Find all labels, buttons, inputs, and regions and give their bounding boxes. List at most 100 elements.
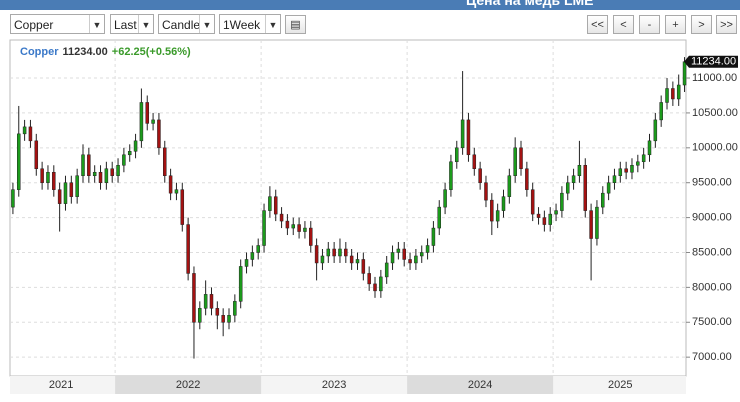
candle-body: [262, 210, 266, 246]
candle-body: [75, 175, 79, 197]
y-tick-label: 7500.00: [692, 316, 732, 328]
candle-body: [361, 259, 366, 274]
chart-style: Candle: [162, 18, 201, 32]
candle-body: [215, 308, 220, 316]
candle-body: [630, 165, 634, 173]
candle-body: [52, 171, 56, 190]
candle-body: [501, 196, 506, 211]
candle-body: [536, 213, 541, 218]
candle-body: [659, 102, 663, 121]
dropdown-arrow: ▼: [89, 15, 104, 33]
candle-body: [606, 182, 611, 194]
candle-body: [180, 189, 185, 225]
y-tick-label: 7000.00: [692, 351, 732, 363]
quote-line: Copper 11234.00 +62.25(+0.56%): [20, 46, 191, 58]
candle-body: [221, 315, 225, 323]
candle-body: [122, 154, 126, 166]
candle-body: [431, 227, 436, 246]
year-band: [115, 376, 262, 394]
candle-body: [98, 171, 103, 183]
x-tick-label: 2021: [49, 379, 73, 391]
candle-body: [11, 189, 15, 208]
candle-body: [519, 147, 523, 169]
candle-body: [151, 119, 155, 124]
candle-body: [28, 126, 33, 142]
candle-body: [402, 248, 406, 260]
style-select[interactable]: Candle ▼: [158, 14, 215, 34]
y-tick-label: 8500.00: [692, 246, 732, 258]
dropdown-arrow: ▼: [199, 15, 214, 33]
nav-button[interactable]: <<: [587, 15, 608, 34]
candle-body: [69, 182, 74, 197]
candle-body: [233, 301, 237, 316]
candle-body: [636, 161, 640, 166]
candle-body: [186, 224, 190, 274]
candle-body: [145, 102, 149, 124]
candle-body: [198, 308, 202, 323]
candle-body: [273, 196, 278, 215]
header-bar: Цена на медь LME: [0, 0, 740, 10]
candle-body: [460, 119, 465, 149]
candle-body: [326, 248, 331, 257]
candle-body: [472, 154, 477, 169]
nav-button[interactable]: >: [691, 15, 712, 34]
candle-body: [542, 217, 547, 225]
candle-body: [314, 245, 319, 264]
field-select[interactable]: Last ▼: [110, 14, 154, 34]
candle-body: [157, 119, 161, 149]
candle-body: [589, 210, 593, 239]
candle-body: [338, 248, 342, 257]
candle-body: [425, 245, 430, 253]
candle-body: [682, 61, 687, 86]
period: 1Week: [223, 18, 261, 32]
candle-body: [116, 165, 120, 176]
nav-button[interactable]: +: [665, 15, 686, 34]
candle-body: [437, 206, 442, 229]
candle-body: [244, 259, 249, 267]
candle-body: [554, 210, 558, 215]
candle-body: [495, 210, 500, 222]
y-tick-label: 10000.00: [692, 142, 738, 154]
candle-body: [490, 199, 494, 222]
candle-body: [110, 168, 114, 176]
candle-body: [565, 182, 570, 194]
candle-body: [647, 140, 652, 156]
list-button[interactable]: ▤: [285, 15, 306, 34]
x-tick-label: 2025: [608, 379, 632, 391]
dropdown-arrow: ▼: [138, 15, 153, 33]
candle-body: [525, 168, 529, 190]
candle-body: [355, 259, 360, 264]
candle-body: [478, 168, 482, 183]
candle-body: [168, 175, 173, 194]
series-name: Copper: [20, 46, 59, 58]
candle-body: [484, 182, 488, 201]
candle-body: [285, 220, 290, 229]
symbol-select[interactable]: Copper ▼: [10, 14, 105, 34]
last-price-label: 11234.00: [691, 56, 736, 68]
nav-button[interactable]: -: [639, 15, 660, 34]
candle-body: [373, 283, 377, 292]
candle-body: [291, 224, 295, 229]
candle-body: [17, 133, 21, 190]
candle-body: [344, 248, 348, 257]
candle-body: [87, 154, 91, 176]
candle-body: [624, 168, 628, 173]
y-tick-label: 11000.00: [692, 72, 737, 84]
candle-body: [22, 126, 27, 135]
candle-body: [238, 266, 243, 302]
candle-body: [379, 276, 383, 292]
candle-body: [46, 171, 50, 183]
candle-body: [466, 119, 471, 156]
candle-body: [676, 84, 681, 100]
candle-body: [455, 147, 459, 163]
candle-body: [203, 294, 208, 309]
candle-body: [279, 213, 284, 222]
candle-body: [665, 88, 669, 103]
period-select[interactable]: 1Week ▼: [219, 14, 281, 34]
nav-button[interactable]: >>: [716, 15, 737, 34]
candle-body: [209, 294, 214, 309]
nav-button[interactable]: <: [613, 15, 634, 34]
candle-body: [560, 192, 564, 211]
candle-body: [384, 262, 389, 278]
